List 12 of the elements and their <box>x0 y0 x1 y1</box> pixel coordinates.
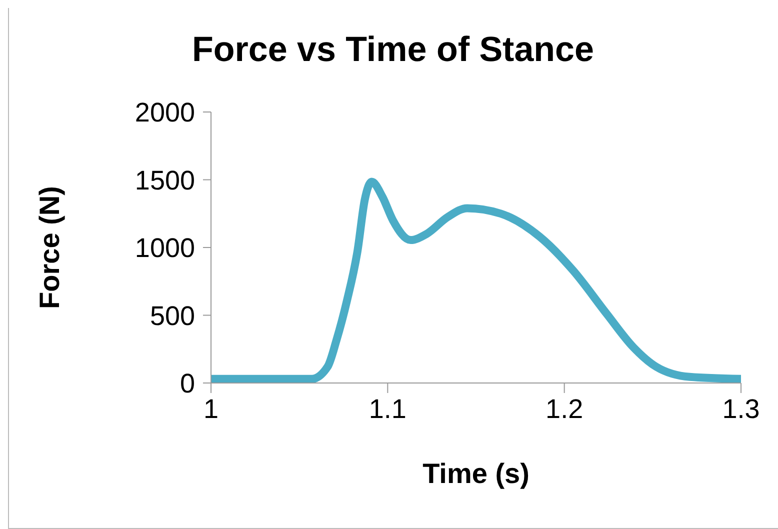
x-axis-title: Time (s) <box>422 458 530 489</box>
chart-title: Force vs Time of Stance <box>190 30 595 70</box>
x-tick-label: 1 <box>203 394 219 424</box>
x-tick-label: 1.1 <box>368 394 406 424</box>
y-axis-title: Force (N) <box>34 186 65 309</box>
x-tick-label: 1.2 <box>546 394 584 424</box>
x-tick-label: 1.3 <box>722 394 760 424</box>
y-tick-label: 0 <box>180 368 195 399</box>
y-tick-label: 500 <box>150 300 195 331</box>
y-tick-label: 1500 <box>134 165 195 196</box>
y-tick-label: 1000 <box>134 233 195 264</box>
y-tick-label: 2000 <box>134 98 195 128</box>
